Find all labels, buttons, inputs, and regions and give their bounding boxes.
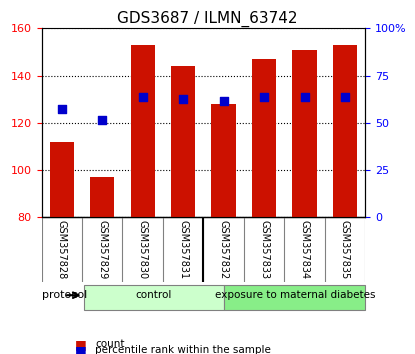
- Text: control: control: [136, 290, 172, 300]
- Bar: [171, 66, 195, 217]
- Point: [180, 96, 186, 102]
- Text: GSM357834: GSM357834: [300, 220, 310, 279]
- Bar: [252, 59, 276, 217]
- Point: [261, 94, 267, 99]
- Bar: [130, 45, 155, 217]
- Text: protocol: protocol: [42, 290, 87, 300]
- Bar: [293, 50, 317, 217]
- Text: GSM357833: GSM357833: [259, 220, 269, 279]
- Text: exposure to maternal diabetes: exposure to maternal diabetes: [215, 290, 375, 300]
- Point: [220, 99, 227, 104]
- Text: ■: ■: [75, 344, 86, 354]
- Point: [99, 118, 105, 123]
- Text: GSM357835: GSM357835: [340, 220, 350, 280]
- Bar: [90, 177, 115, 217]
- Point: [59, 106, 65, 112]
- Text: GSM357828: GSM357828: [57, 220, 67, 280]
- Bar: [333, 45, 357, 217]
- Point: [139, 94, 146, 99]
- Text: GSM357829: GSM357829: [97, 220, 107, 280]
- Text: ■: ■: [75, 338, 86, 350]
- Text: count: count: [95, 339, 125, 349]
- Point: [342, 94, 348, 99]
- Text: GSM357832: GSM357832: [219, 220, 229, 280]
- Bar: [50, 142, 74, 217]
- FancyBboxPatch shape: [83, 285, 225, 310]
- Text: GDS3687 / ILMN_63742: GDS3687 / ILMN_63742: [117, 11, 298, 27]
- Text: percentile rank within the sample: percentile rank within the sample: [95, 346, 271, 354]
- Text: GSM357831: GSM357831: [178, 220, 188, 279]
- FancyBboxPatch shape: [225, 285, 365, 310]
- Text: GSM357830: GSM357830: [138, 220, 148, 279]
- Point: [301, 94, 308, 99]
- Bar: [212, 104, 236, 217]
